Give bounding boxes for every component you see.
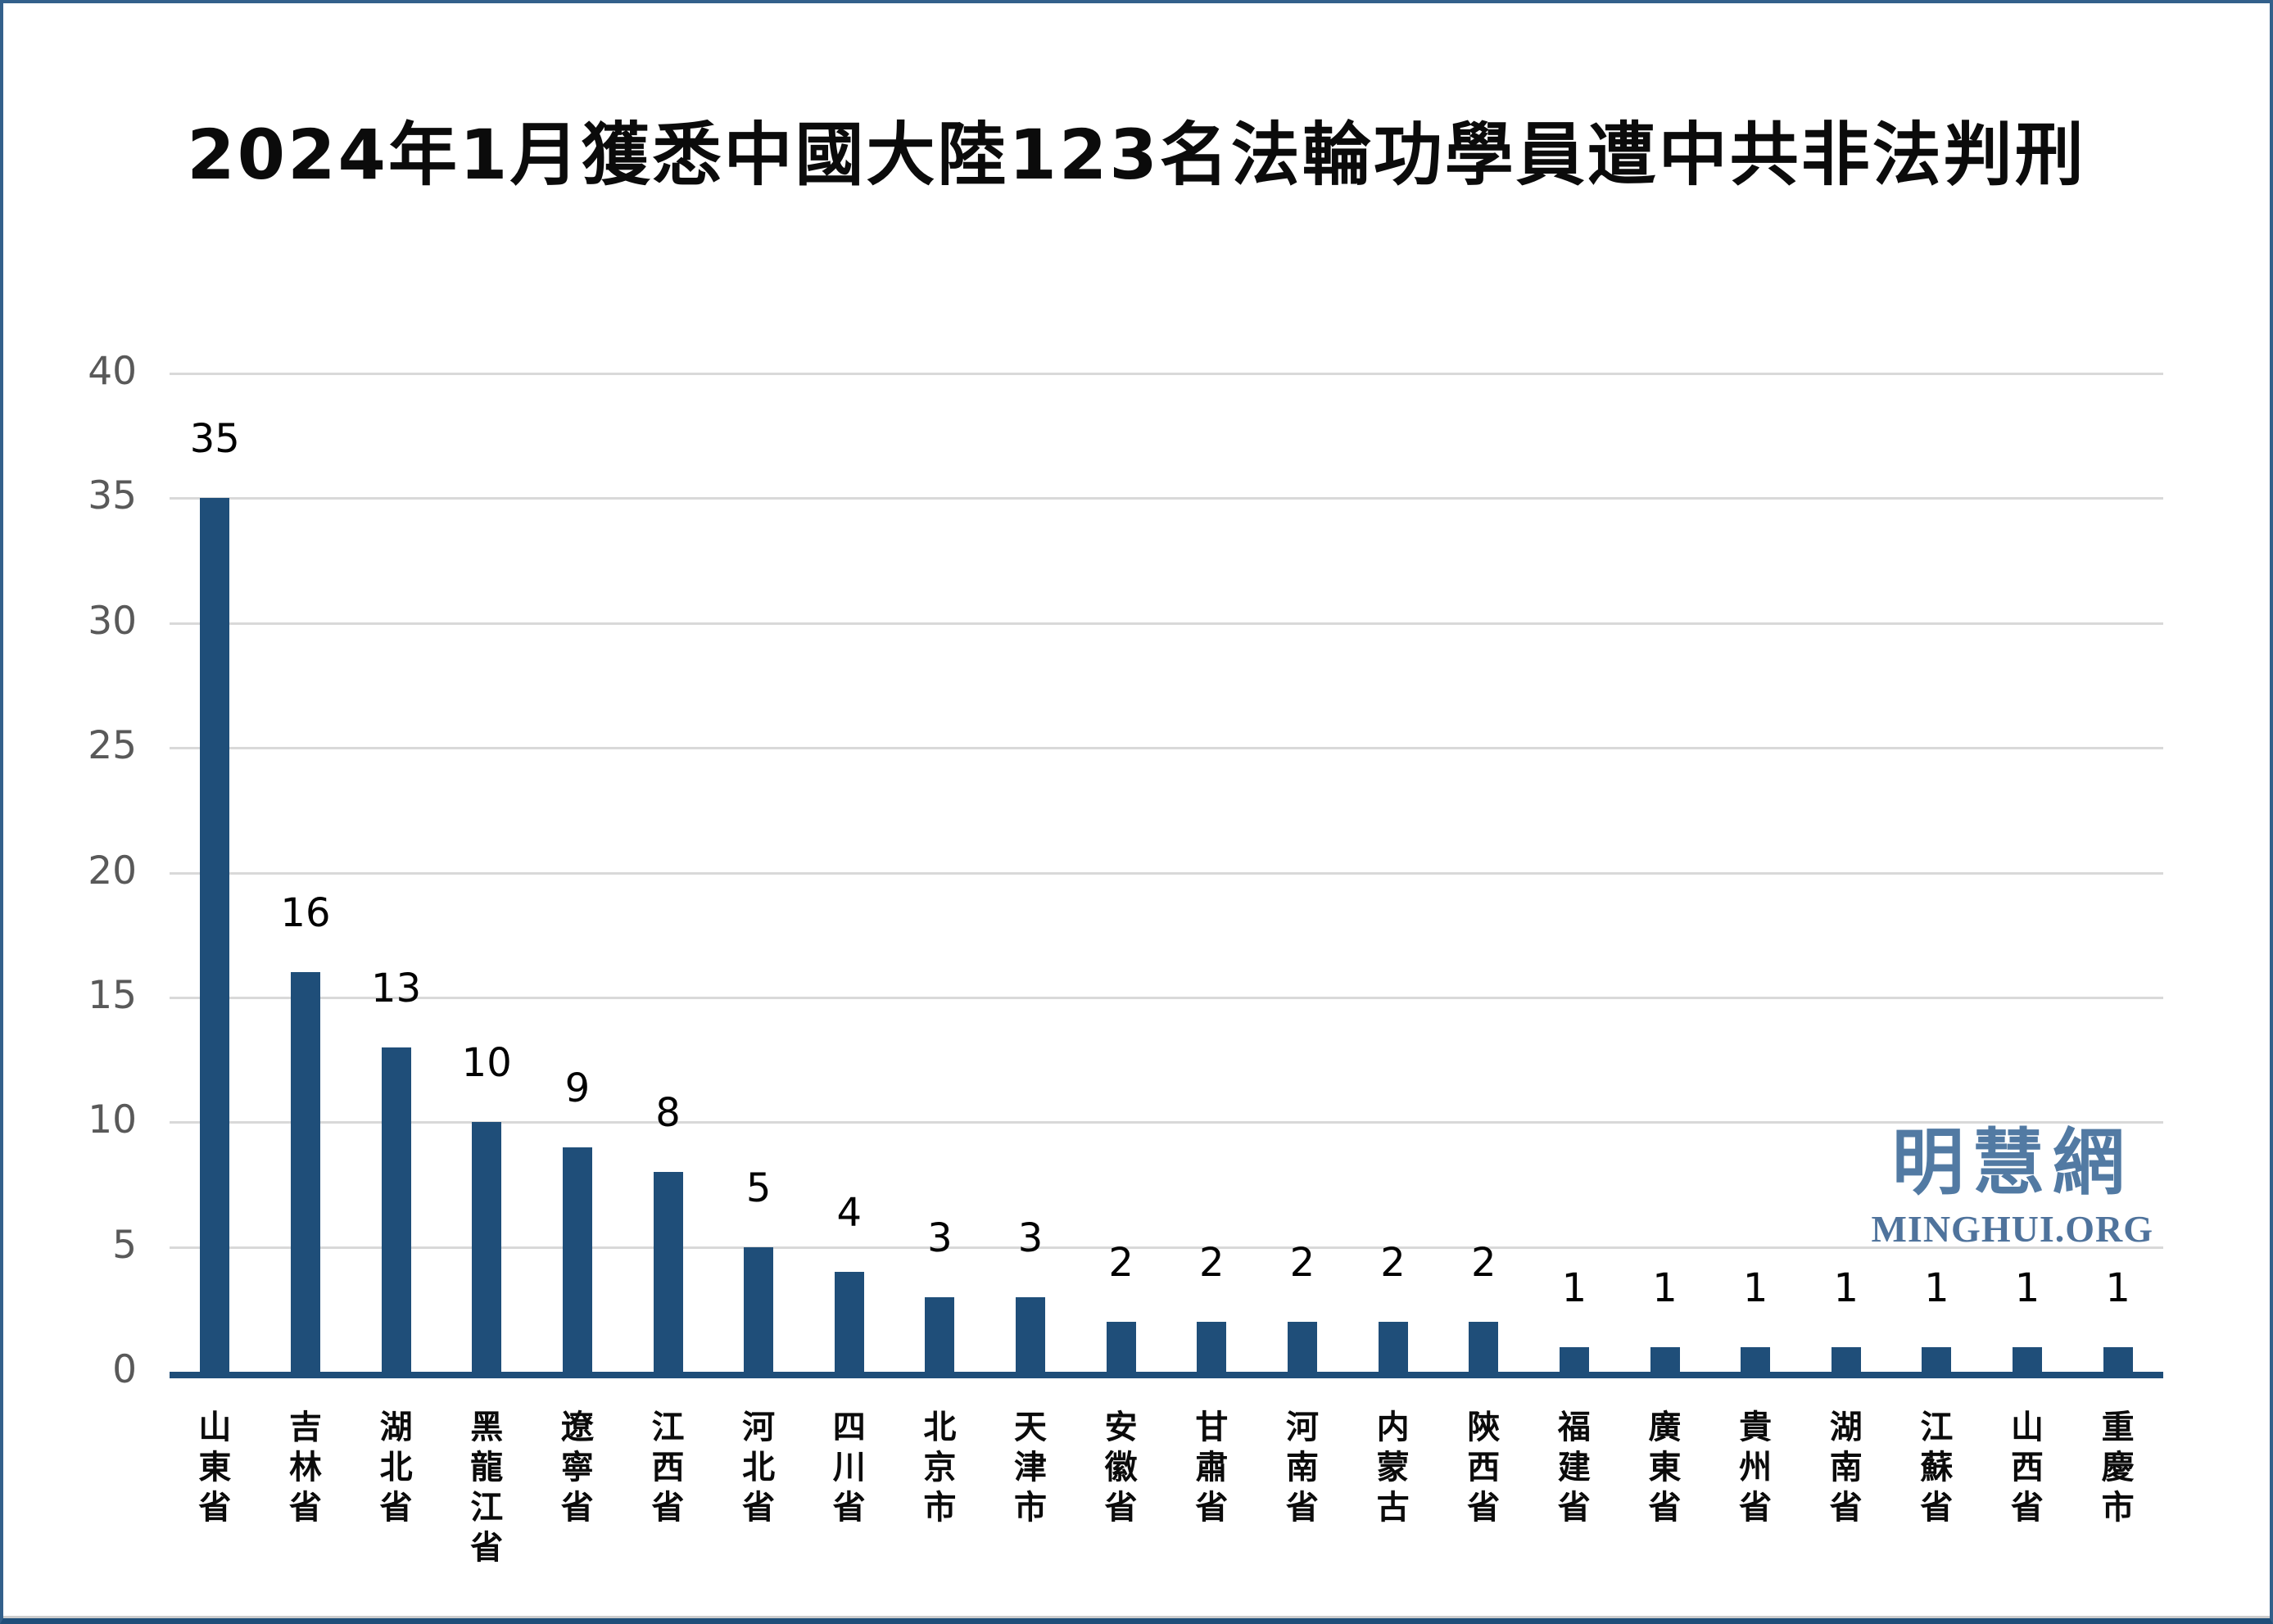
- bar: [1106, 1322, 1136, 1372]
- bar: [472, 1122, 502, 1372]
- x-tick-label: 陝 西 省: [1467, 1409, 1501, 1527]
- bar-value-label: 2: [1289, 1240, 1315, 1287]
- bar: [1197, 1322, 1227, 1372]
- x-tick-label: 甘 肅 省: [1195, 1409, 1229, 1527]
- y-tick-label: 40: [88, 349, 137, 394]
- x-tick-label: 遼 寧 省: [560, 1409, 594, 1527]
- x-tick-label: 福 建 省: [1557, 1409, 1591, 1527]
- bar-value-label: 9: [564, 1065, 591, 1111]
- y-tick-label: 20: [88, 848, 137, 893]
- x-tick-label: 江 西 省: [651, 1409, 685, 1527]
- bar: [1559, 1346, 1589, 1372]
- bar: [2013, 1346, 2043, 1372]
- bar-value-label: 3: [1017, 1215, 1044, 1261]
- x-tick-label: 安 徽 省: [1104, 1409, 1138, 1527]
- x-tick-label: 四 川 省: [832, 1409, 866, 1527]
- y-tick-label: 15: [88, 972, 137, 1018]
- gridline: [170, 622, 2163, 625]
- y-tick-label: 30: [88, 598, 137, 644]
- bar-value-label: 1: [1652, 1264, 1678, 1311]
- x-tick-label: 河 南 省: [1285, 1409, 1319, 1527]
- x-tick-label: 山 西 省: [2011, 1409, 2044, 1527]
- bar-value-label: 1: [1742, 1264, 1768, 1311]
- x-tick-label: 河 北 省: [742, 1409, 776, 1527]
- bar-value-label: 3: [927, 1215, 953, 1261]
- bar-value-label: 1: [2105, 1264, 2130, 1311]
- y-tick-label: 10: [88, 1097, 137, 1143]
- bar: [381, 1047, 411, 1372]
- bar-value-label: 10: [461, 1040, 512, 1087]
- bar-value-label: 2: [1199, 1240, 1225, 1287]
- bar-value-label: 2: [1470, 1240, 1496, 1287]
- watermark-cjk-text: 明慧網: [1891, 1120, 2133, 1205]
- y-tick-label: 0: [112, 1347, 137, 1392]
- gridline: [170, 747, 2163, 750]
- bar-value-label: 35: [189, 416, 240, 463]
- y-tick-label: 25: [88, 723, 137, 769]
- x-tick-label: 湖 南 省: [1829, 1409, 1863, 1527]
- bar: [2103, 1346, 2133, 1372]
- bar: [1650, 1346, 1680, 1372]
- x-tick-label: 山 東 省: [198, 1409, 232, 1527]
- x-tick-label: 天 津 市: [1014, 1409, 1048, 1527]
- bar-value-label: 8: [655, 1090, 681, 1137]
- x-tick-label: 吉 林 省: [288, 1409, 322, 1527]
- plot-area: 0 5 10 15 20 25 30 35 40 35 16 13 10 9 8 5 4 3 3 2 2 2 2 2 1 1 1 1…: [3, 3, 2270, 1618]
- bar: [290, 972, 320, 1372]
- chart-title: 2024年1月獲悉中國大陸123名法輪功學員遭中共非法判刑: [187, 115, 2086, 195]
- bar: [1922, 1346, 1952, 1372]
- x-tick-label: 湖 北 省: [379, 1409, 413, 1527]
- bar-value-label: 1: [1561, 1264, 1587, 1311]
- bar-value-label: 4: [836, 1190, 863, 1237]
- x-tick-label: 内 蒙 古: [1376, 1409, 1410, 1527]
- bar-value-label: 1: [2014, 1264, 2040, 1311]
- gridline: [170, 1246, 2163, 1249]
- bar: [834, 1272, 864, 1372]
- bottom-hairline: [3, 1616, 2270, 1618]
- x-tick-label: 重 慶 市: [2101, 1409, 2135, 1527]
- x-tick-label: 北 京 市: [923, 1409, 957, 1527]
- x-tick-label: 江 蘇 省: [1920, 1409, 1954, 1527]
- bar: [1016, 1296, 1046, 1372]
- bar: [925, 1296, 955, 1372]
- gridline: [170, 996, 2163, 999]
- bar: [1287, 1322, 1317, 1372]
- bar-value-label: 5: [745, 1165, 772, 1211]
- bar-value-label: 2: [1380, 1240, 1406, 1287]
- bar-value-label: 1: [1924, 1264, 1949, 1311]
- x-tick-label: 貴 州 省: [1739, 1409, 1773, 1527]
- x-axis-line: [170, 1372, 2163, 1378]
- y-tick-label: 35: [88, 473, 137, 519]
- bar: [200, 498, 230, 1372]
- bar-value-label: 16: [280, 890, 331, 937]
- bar: [1378, 1322, 1408, 1372]
- bar: [1741, 1346, 1771, 1372]
- x-tick-label: 廣 東 省: [1648, 1409, 1682, 1527]
- bar: [1831, 1346, 1861, 1372]
- x-tick-label: 黑 龍 江 省: [470, 1409, 504, 1567]
- gridline: [170, 871, 2163, 875]
- watermark-latin-text: MINGHUI.ORG: [1871, 1208, 2153, 1250]
- y-tick-label: 5: [112, 1222, 137, 1268]
- bar-value-label: 13: [371, 965, 422, 1011]
- gridline: [170, 1121, 2163, 1124]
- bar-value-label: 1: [1833, 1264, 1859, 1311]
- bar: [744, 1246, 774, 1372]
- gridline: [170, 497, 2163, 500]
- bar: [562, 1147, 592, 1372]
- gridline: [170, 373, 2163, 375]
- bar: [653, 1172, 683, 1372]
- bar: [1469, 1322, 1499, 1372]
- minghui-watermark: 明慧網 MINGHUI.ORG: [1872, 1127, 2154, 1251]
- bar-value-label: 2: [1108, 1240, 1134, 1287]
